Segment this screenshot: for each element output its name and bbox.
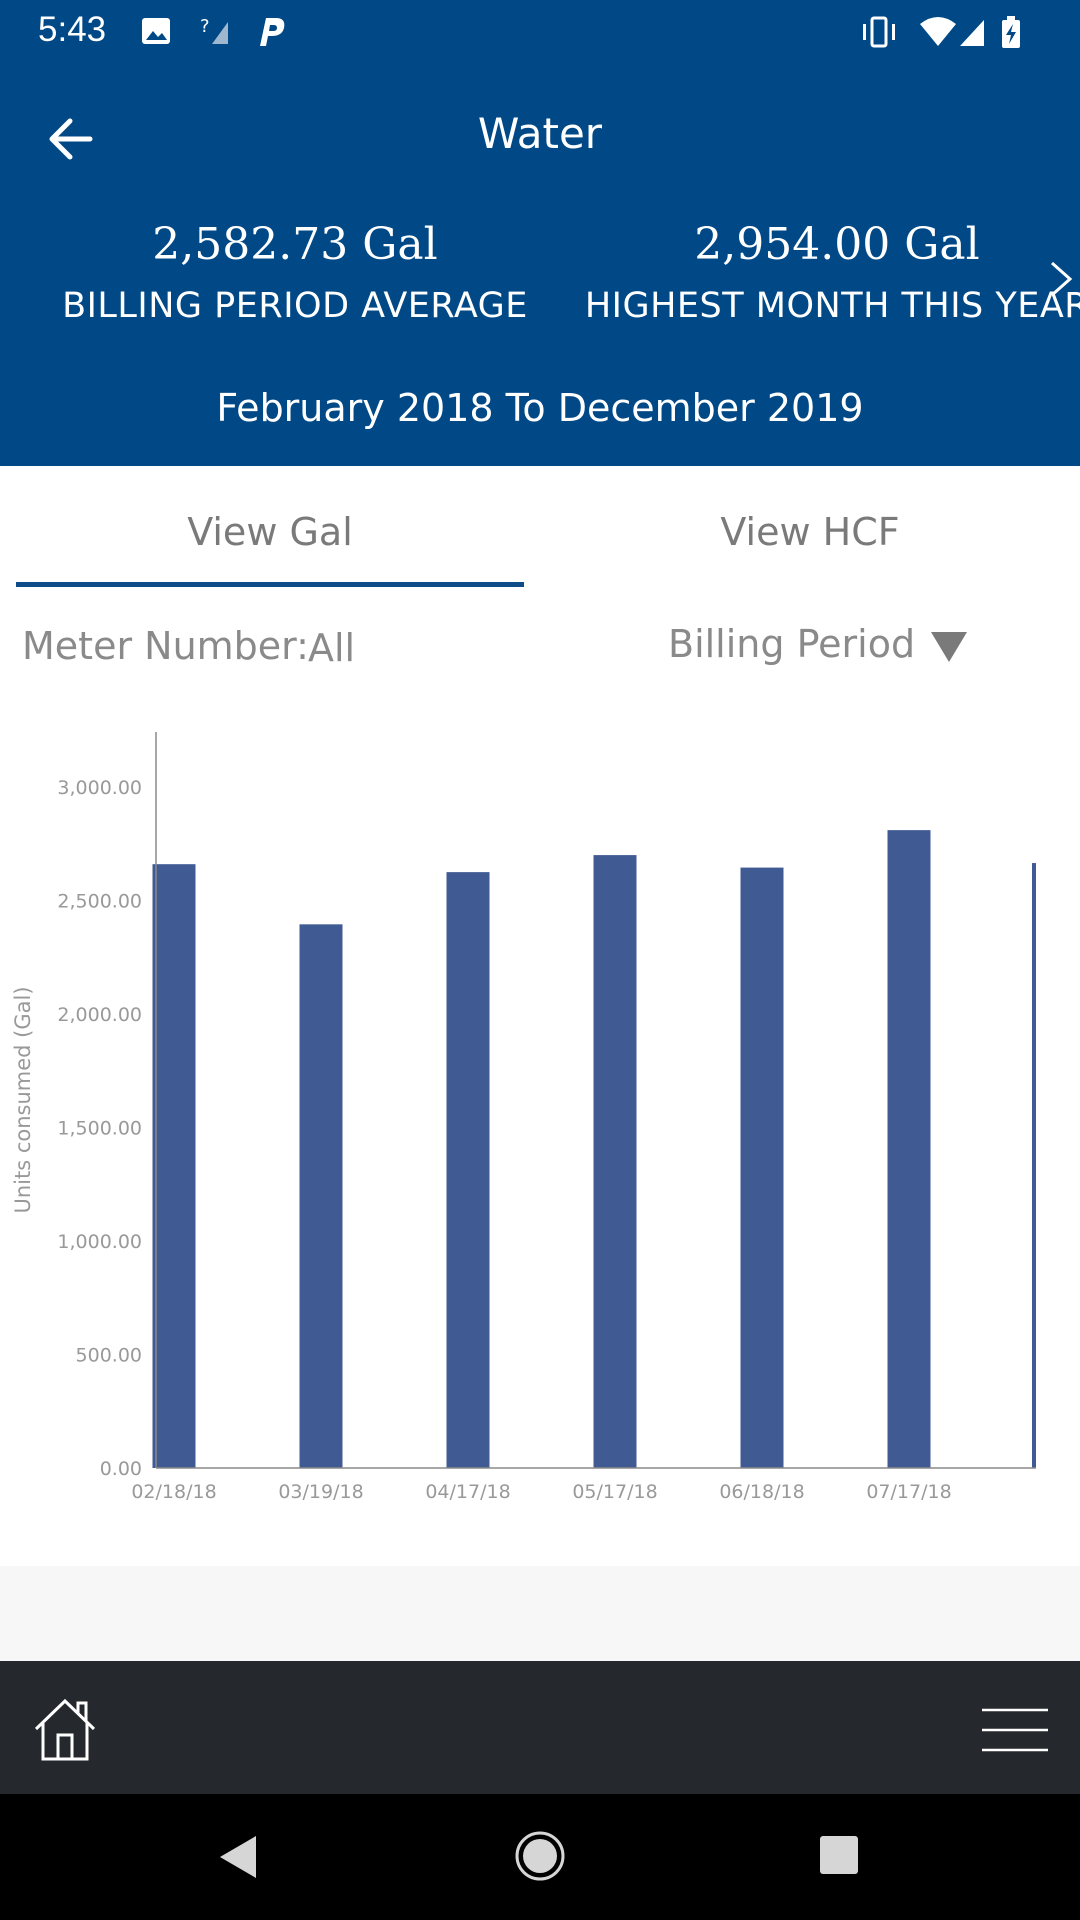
app-header: 2,582.73 Gal BILLING PERIOD AVERAGE 2,95…	[0, 63, 1080, 466]
filters: Meter Number: All Billing Period	[0, 600, 1080, 690]
y-tick-label: 3,000.00	[57, 777, 142, 799]
parking-icon	[260, 18, 285, 46]
meter-number-select[interactable]: All	[308, 626, 356, 670]
y-tick-label: 1,000.00	[57, 1231, 142, 1253]
bar[interactable]	[740, 867, 784, 1468]
usage-chart[interactable]: Units consumed (Gal) 0.00 500.00 1,000.00 1…	[0, 716, 1080, 1566]
bottom-nav	[0, 1661, 1080, 1794]
y-tick-label: 2,000.00	[57, 1004, 142, 1026]
bar[interactable]	[299, 924, 343, 1468]
stat-label: BILLING PERIOD AVERAGE	[62, 286, 528, 326]
billing-period-dropdown[interactable]: Billing Period	[668, 622, 968, 666]
tab-view-gal[interactable]: View Gal	[187, 510, 353, 554]
bar-partial[interactable]	[1032, 863, 1036, 1468]
stat-billing-average: 2,582.73 Gal BILLING PERIOD AVERAGE	[0, 219, 590, 326]
status-time: 5:43	[38, 10, 107, 49]
hamburger-menu-icon[interactable]	[982, 1707, 1048, 1753]
usage-bar-chart[interactable]: Units consumed (Gal) 0.00 500.00 1,000.00 1…	[0, 716, 1080, 1566]
stat-label: HIGHEST MONTH THIS YEAR	[584, 286, 1080, 326]
x-axis-ticks: 02/18/18 03/19/18 04/17/18 05/17/18 06/18/18…	[131, 1481, 951, 1503]
stat-value: 2,954.00 Gal	[694, 219, 980, 270]
y-axis-title: Units consumed (Gal)	[11, 986, 35, 1213]
dropdown-triangle-icon	[931, 631, 968, 662]
page-title: Water	[477, 109, 603, 158]
vibrate-icon	[863, 16, 895, 48]
svg-text:?: ?	[200, 16, 210, 37]
x-tick-label: 03/19/18	[278, 1481, 363, 1503]
stat-highest-month: 2,954.00 Gal HIGHEST MONTH THIS YEAR	[570, 219, 1080, 326]
bar[interactable]	[152, 864, 196, 1468]
back-arrow-icon[interactable]	[44, 111, 100, 167]
image-icon	[142, 18, 170, 44]
home-icon[interactable]	[30, 1695, 100, 1765]
billing-period-label: Billing Period	[668, 622, 916, 666]
system-home-icon[interactable]	[514, 1830, 566, 1882]
stat-value: 2,582.73 Gal	[152, 219, 438, 270]
chevron-right-icon[interactable]	[1048, 259, 1074, 299]
bar[interactable]	[593, 855, 637, 1468]
y-axis-ticks: 0.00 500.00 1,000.00 1,500.00 2,000.00 2,500.…	[57, 777, 142, 1480]
cell-signal-icon	[960, 20, 984, 46]
meter-number-label: Meter Number:	[22, 624, 309, 668]
bar[interactable]	[887, 830, 931, 1468]
bar[interactable]	[446, 872, 490, 1468]
no-signal-icon: ?	[200, 16, 228, 44]
system-nav-bar	[0, 1794, 1080, 1920]
tab-view-hcf[interactable]: View HCF	[720, 510, 900, 554]
system-recents-icon[interactable]	[818, 1834, 860, 1876]
bars	[152, 830, 1036, 1468]
date-range: February 2018 To December 2019	[216, 386, 864, 430]
x-tick-label: 04/17/18	[425, 1481, 510, 1503]
battery-icon	[1002, 16, 1020, 48]
notification-icons: ?	[142, 16, 285, 46]
y-tick-label: 2,500.00	[57, 891, 142, 913]
status-bar: 5:43 ?	[0, 0, 1080, 63]
y-tick-label: 500.00	[76, 1345, 142, 1367]
system-back-icon[interactable]	[216, 1832, 260, 1882]
x-tick-label: 06/18/18	[719, 1481, 804, 1503]
tab-indicator	[16, 582, 524, 587]
content-footer-band	[0, 1566, 1080, 1661]
stats-carousel[interactable]: 2,582.73 Gal BILLING PERIOD AVERAGE 2,95…	[0, 63, 1080, 466]
y-tick-label: 1,500.00	[57, 1118, 142, 1140]
unit-tabs: View Gal View HCF	[0, 466, 1080, 588]
x-tick-label: 05/17/18	[572, 1481, 657, 1503]
wifi-icon	[920, 17, 956, 46]
x-tick-label: 07/17/18	[866, 1481, 951, 1503]
y-tick-label: 0.00	[100, 1458, 142, 1480]
system-status-icons	[863, 16, 1020, 48]
x-tick-label: 02/18/18	[131, 1481, 216, 1503]
